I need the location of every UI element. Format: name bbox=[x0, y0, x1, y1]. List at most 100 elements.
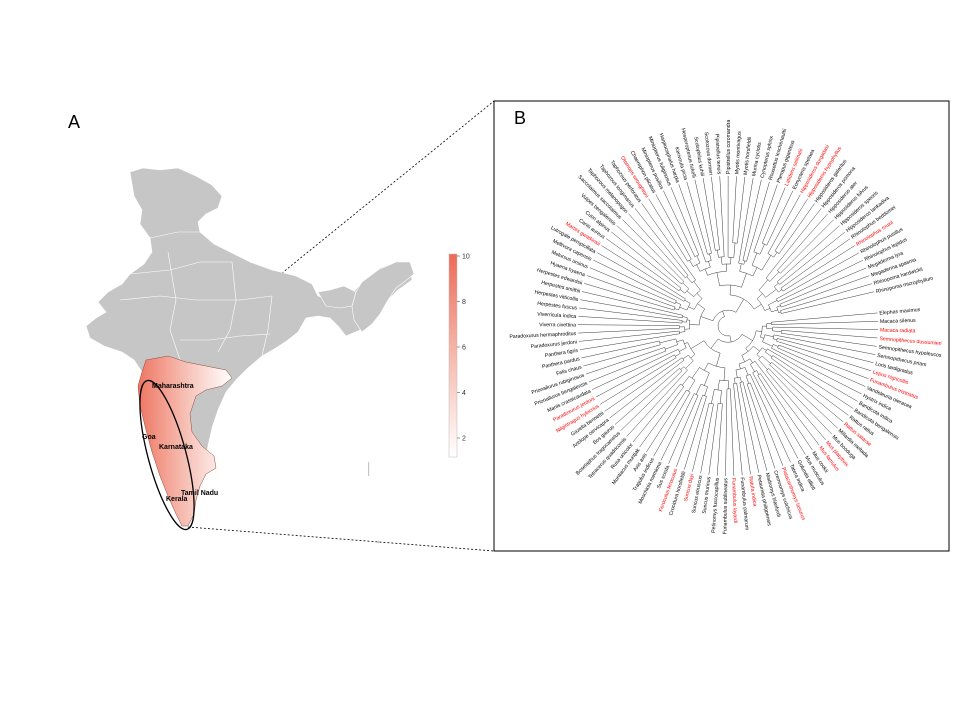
tree-branch bbox=[592, 349, 679, 390]
tree-branch bbox=[682, 282, 690, 289]
tree-branch bbox=[733, 242, 736, 258]
tree-branch bbox=[738, 363, 741, 369]
tree-branch bbox=[697, 303, 705, 310]
tree-branch bbox=[780, 275, 870, 308]
tree-branch bbox=[777, 338, 874, 363]
tree-branch bbox=[778, 311, 781, 313]
tree-branch bbox=[584, 283, 675, 311]
tree-branch bbox=[646, 389, 687, 453]
tree-branch bbox=[753, 346, 760, 352]
india-landmass bbox=[85, 167, 413, 527]
tree-branch bbox=[716, 272, 720, 286]
tree-branch bbox=[768, 368, 833, 435]
tip-label: Pipistrellus tenuis bbox=[714, 134, 722, 175]
tree-branch bbox=[772, 326, 878, 330]
tree-branch bbox=[760, 336, 764, 339]
tree-branch bbox=[769, 271, 780, 282]
state-label-kerala: Kerala bbox=[166, 496, 188, 503]
tree-branch bbox=[758, 359, 768, 370]
tree-branch bbox=[696, 255, 701, 264]
tree-branch bbox=[776, 305, 781, 308]
tree-branch bbox=[682, 354, 689, 360]
tree-branch bbox=[761, 187, 786, 244]
tree-branch bbox=[772, 330, 782, 333]
tree-branch bbox=[717, 249, 719, 258]
tree-branch bbox=[641, 203, 696, 281]
tree-branch bbox=[766, 190, 794, 246]
tree-branch bbox=[620, 370, 683, 431]
tree-branch bbox=[732, 176, 737, 243]
tree-branch bbox=[589, 267, 676, 304]
tree-branch bbox=[774, 282, 779, 287]
tip-label: Myotis montivagus bbox=[734, 131, 742, 175]
tree-branch bbox=[773, 344, 779, 347]
colorbar-tick-label: 4 bbox=[462, 390, 466, 397]
tree-branch bbox=[668, 395, 699, 464]
tree-branch bbox=[626, 370, 688, 437]
tree-branch bbox=[693, 281, 701, 291]
tree-branch bbox=[653, 392, 691, 457]
tree-branch bbox=[710, 338, 719, 349]
tree-arc bbox=[689, 376, 696, 381]
tree-branch bbox=[757, 375, 806, 455]
tree-arc bbox=[693, 298, 703, 310]
tree-branch bbox=[751, 252, 758, 266]
tree-branch bbox=[648, 198, 688, 262]
tree-branch bbox=[777, 347, 866, 387]
panel-b-letter: B bbox=[514, 108, 526, 128]
tree-branch bbox=[678, 184, 707, 263]
tree-arc bbox=[751, 265, 762, 271]
tree-branch bbox=[730, 388, 735, 476]
tree-branch bbox=[719, 390, 722, 404]
tree-branch bbox=[760, 373, 813, 451]
tree-branch bbox=[749, 358, 753, 363]
tree-arc bbox=[777, 281, 780, 285]
tree-branch bbox=[704, 268, 708, 276]
tree-branch bbox=[776, 340, 872, 372]
tree-branch bbox=[761, 255, 772, 271]
tree-branch bbox=[777, 260, 863, 302]
tree-branch bbox=[741, 355, 745, 362]
tree-branch bbox=[700, 316, 714, 321]
state-label-goa: Goa bbox=[142, 434, 156, 441]
tip-label: Murina cyclotis bbox=[751, 142, 763, 177]
tree-arc bbox=[719, 284, 742, 288]
tree-branch bbox=[660, 393, 695, 461]
tree-branch bbox=[711, 176, 720, 250]
tree-arc bbox=[756, 347, 763, 355]
tree-branch bbox=[781, 291, 875, 314]
tree-branch bbox=[768, 300, 778, 306]
tree-branch bbox=[759, 244, 765, 255]
tree-branch bbox=[771, 312, 878, 323]
tree-branch bbox=[578, 324, 680, 326]
tree-arc bbox=[712, 309, 737, 321]
tree-branch bbox=[771, 309, 778, 313]
tree-branch bbox=[675, 353, 681, 357]
tree-branch bbox=[691, 367, 700, 379]
tree-arc bbox=[687, 342, 696, 355]
tree-branch bbox=[674, 308, 679, 311]
tree-branch bbox=[764, 308, 771, 311]
tree-branch bbox=[676, 339, 684, 343]
tree-branch bbox=[639, 386, 684, 448]
tree-branch bbox=[745, 375, 749, 384]
tree-branch bbox=[708, 261, 711, 268]
tree-branch bbox=[762, 341, 773, 347]
tree-branch bbox=[765, 289, 777, 298]
tree-branch bbox=[684, 396, 707, 470]
tree-branch bbox=[735, 299, 744, 313]
tree-branch bbox=[709, 253, 712, 261]
western-ghats-ellipse bbox=[139, 379, 195, 531]
tip-label: Elephas maximus bbox=[879, 307, 921, 317]
tree-branch bbox=[764, 334, 774, 338]
tip-label: Macaca silenus bbox=[880, 318, 916, 325]
tree-branch bbox=[749, 374, 791, 463]
tree-branch bbox=[722, 311, 725, 317]
tree-arc bbox=[686, 389, 691, 393]
tree-branch bbox=[614, 368, 680, 425]
tree-branch bbox=[622, 219, 685, 282]
colorbar-tick-label: 2 bbox=[462, 436, 466, 443]
tree-branch bbox=[692, 403, 710, 472]
